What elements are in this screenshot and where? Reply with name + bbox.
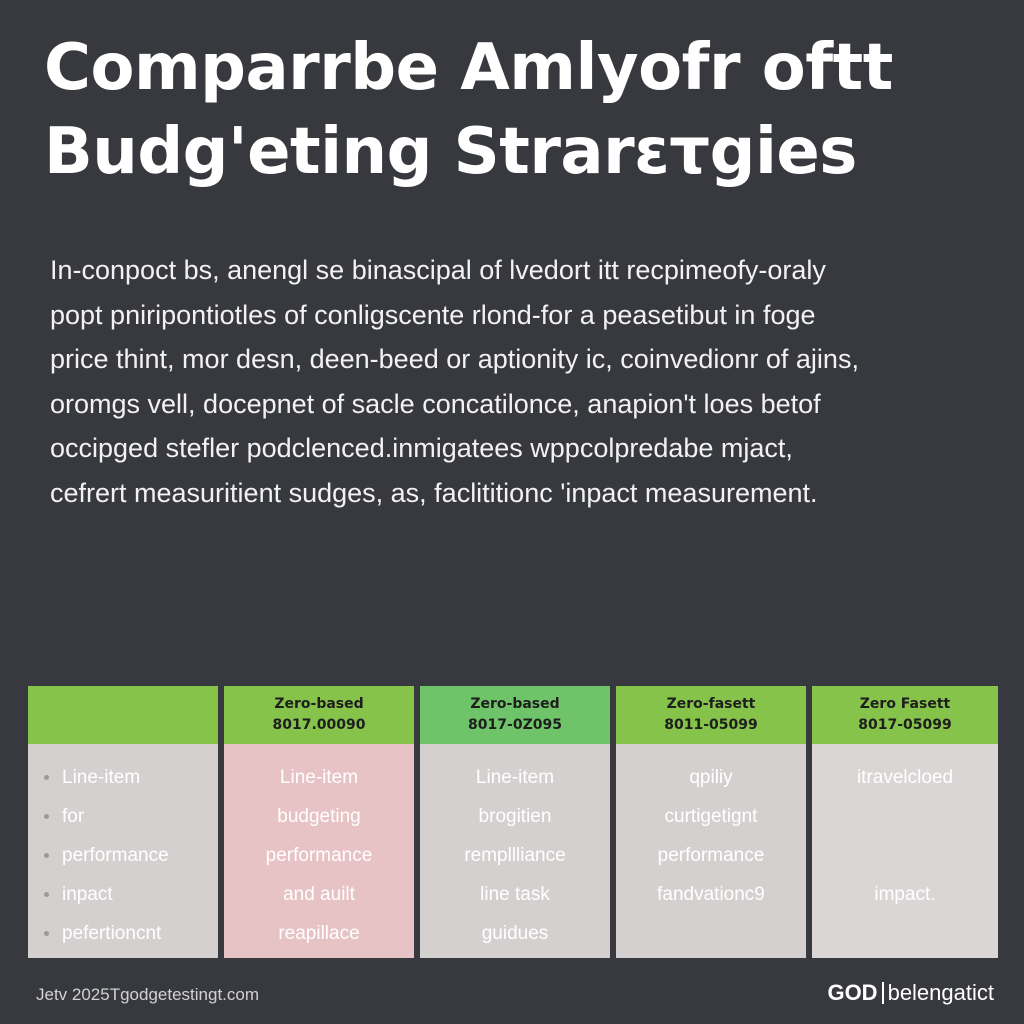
- column-header-line1: Zero Fasett: [859, 696, 951, 712]
- table-cell: impact.: [874, 883, 936, 905]
- footer-brand: GOD belengatict: [827, 980, 994, 1006]
- table-column-5: Zero Fasett 8017-05099 itravelcloed impa…: [812, 686, 998, 958]
- table-cell: curtigetignt: [664, 805, 758, 827]
- column-body: itravelcloed impact.: [812, 744, 998, 958]
- table-cell: [812, 836, 998, 875]
- column-body: Line-item budgeting performance and auil…: [224, 744, 414, 958]
- column-header: Zero Fasett 8017-05099: [812, 686, 998, 744]
- table-column-1: Line-item for performance inpact peferti…: [28, 686, 218, 958]
- comparison-table: Line-item for performance inpact peferti…: [28, 686, 998, 958]
- column-header-line1: Zero-fasett: [666, 696, 756, 712]
- title-line-2: Budg'eting Strarετgies: [44, 115, 857, 189]
- column-body: Line-item for performance inpact peferti…: [28, 744, 218, 958]
- intro-line: price thint, mor desn, deen-beed or apti…: [50, 344, 859, 374]
- brand-name: belengatict: [887, 980, 994, 1005]
- column-header-line1: Zero-based: [274, 696, 364, 712]
- table-cell: budgeting: [277, 805, 361, 827]
- table-cell: [812, 914, 998, 953]
- intro-line: oromgs vell, docepnet of sacle concatilo…: [50, 388, 821, 419]
- table-column-3: Zero-based 8017-0Z095 Line-item brogitie…: [420, 686, 610, 958]
- table-cell: brogitien: [478, 805, 552, 827]
- table-cell: for: [28, 797, 218, 836]
- table-cell: pefertioncnt: [28, 914, 218, 953]
- page-title: Comparrbe Amlyofr oftt Budg'eting Strarε…: [44, 26, 994, 194]
- column-body: Line-item brogitien rempllliance line ta…: [420, 744, 610, 958]
- footer-website: Jetv 2025Tgodgetestingt.com: [36, 985, 260, 1004]
- brand-divider: [881, 982, 884, 1004]
- table-column-4: Zero-fasett 8011-05099 qpiliy curtigetig…: [616, 686, 806, 958]
- table-cell: Line-item: [475, 766, 555, 788]
- intro-line: popt pniripontiotles of conligscente rlo…: [50, 299, 816, 330]
- title-line-1: Comparrbe Amlyofr oftt: [44, 31, 893, 105]
- intro-line: occipged stefler podclenced.inmigatees w…: [50, 433, 793, 463]
- table-cell: inpact: [28, 875, 218, 914]
- table-cell: itravelcloed: [856, 766, 954, 788]
- table-cell: performance: [657, 844, 765, 866]
- table-cell: fandvationc9: [657, 883, 765, 905]
- table-cell: Line-item: [28, 758, 218, 797]
- column-header-line2: 8017.00090: [272, 717, 366, 733]
- table-cell: performance: [265, 844, 373, 866]
- table-cell: rempllliance: [464, 844, 566, 866]
- column-header: Zero-fasett 8011-05099: [616, 686, 806, 744]
- table-cell: reapillace: [278, 922, 360, 944]
- column-body: qpiliy curtigetignt performance fandvati…: [616, 744, 806, 958]
- brand-logo-text: GOD: [827, 980, 878, 1005]
- table-cell: qpiliy: [689, 766, 733, 788]
- column-header-line2: 8017-0Z095: [468, 717, 562, 733]
- column-header-line1: Zero-based: [470, 696, 560, 712]
- intro-line: In-conpoct bs, anengl se binascipal of l…: [50, 255, 826, 285]
- table-cell: [812, 797, 998, 836]
- table-cell: [616, 914, 806, 953]
- table-column-2: Zero-based 8017.00090 Line-item budgetin…: [224, 686, 414, 958]
- table-cell: and auilt: [283, 883, 355, 905]
- intro-line: cefrert measuritient sudges, as, facliti…: [50, 477, 818, 508]
- table-cell: line task: [480, 883, 550, 905]
- column-header: Zero-based 8017.00090: [224, 686, 414, 744]
- column-header: Zero-based 8017-0Z095: [420, 686, 610, 744]
- table-cell: guidues: [481, 922, 549, 944]
- column-header-line2: 8011-05099: [664, 717, 758, 733]
- intro-paragraph: In-conpoct bs, anengl se binascipal of l…: [50, 248, 990, 515]
- column-header-line2: 8017-05099: [858, 717, 952, 733]
- column-header: [28, 686, 218, 744]
- table-cell: Line-item: [279, 766, 359, 788]
- table-cell: performance: [28, 836, 218, 875]
